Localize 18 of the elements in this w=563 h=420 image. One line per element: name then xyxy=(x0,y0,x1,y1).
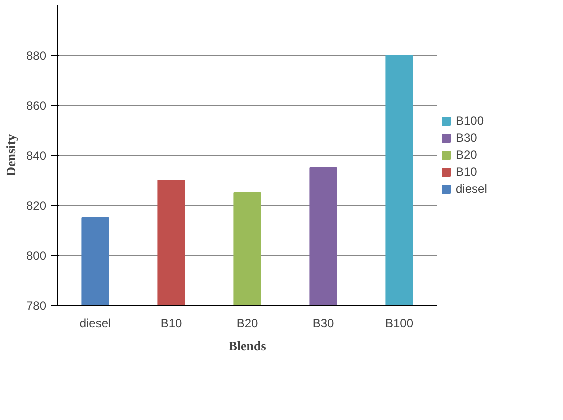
x-tick-label: B100 xyxy=(385,316,414,330)
y-tick-label: 840 xyxy=(26,149,47,163)
y-axis-title: Density xyxy=(3,134,18,176)
legend-label: B30 xyxy=(456,131,478,145)
legend-label: B100 xyxy=(456,114,484,128)
legend-label: B20 xyxy=(456,148,478,162)
legend-label: diesel xyxy=(456,182,488,196)
y-tick-label: 860 xyxy=(26,99,47,113)
legend-label: B10 xyxy=(456,165,478,179)
x-tick-label: B10 xyxy=(160,316,182,330)
x-axis-title: Blends xyxy=(228,338,266,354)
x-tick-label: B20 xyxy=(236,316,258,330)
x-tick-label: diesel xyxy=(80,316,112,330)
y-tick-label: 780 xyxy=(26,299,47,313)
y-tick-label: 820 xyxy=(26,199,47,213)
y-tick-label: 880 xyxy=(26,49,47,63)
y-tick-label: 800 xyxy=(26,249,47,263)
x-tick-label: B30 xyxy=(312,316,334,330)
